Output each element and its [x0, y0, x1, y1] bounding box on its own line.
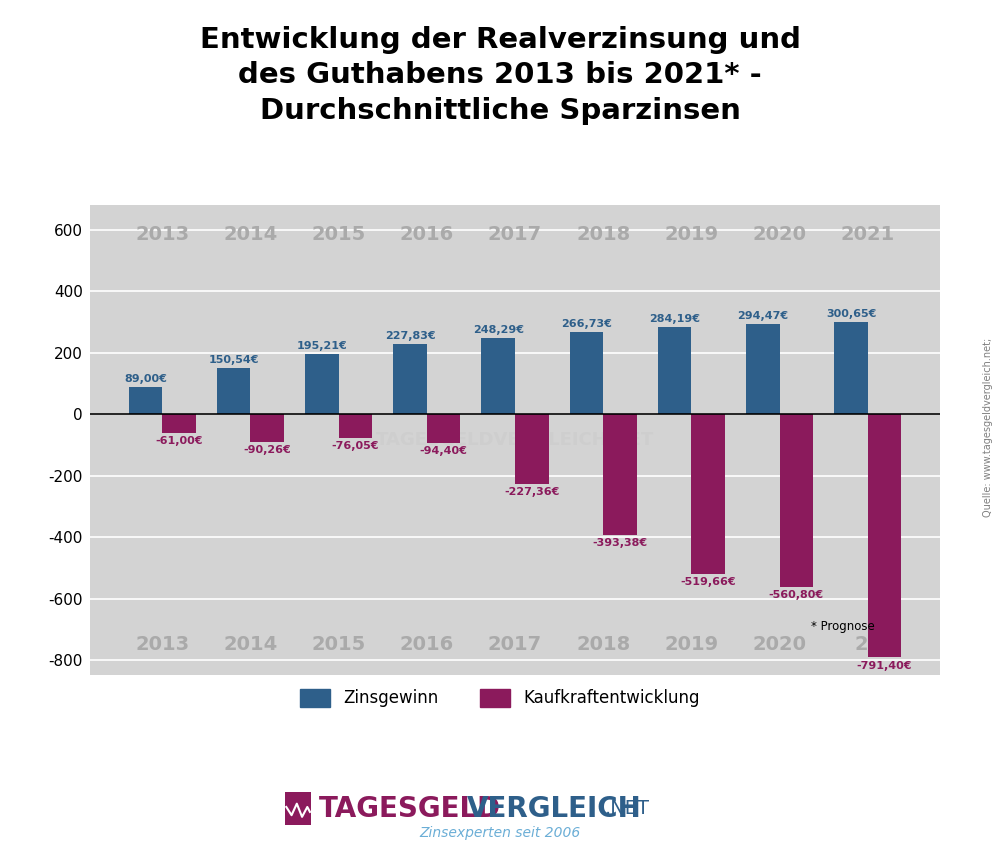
- Text: 2016: 2016: [400, 635, 454, 654]
- Text: .NET: .NET: [605, 799, 650, 818]
- Text: 2019: 2019: [664, 635, 718, 654]
- Text: -519,66€: -519,66€: [680, 577, 736, 587]
- Text: 2017: 2017: [488, 225, 542, 245]
- Bar: [427, 414, 460, 443]
- Text: VERGLEICH: VERGLEICH: [467, 794, 642, 823]
- Bar: [393, 345, 427, 414]
- Text: TAGESGELD: TAGESGELD: [319, 794, 501, 823]
- Text: 2020: 2020: [753, 635, 807, 654]
- Text: 2021: 2021: [841, 225, 895, 245]
- Text: 2013: 2013: [135, 225, 189, 245]
- Text: 266,73€: 266,73€: [561, 319, 612, 329]
- Text: 2014: 2014: [223, 635, 277, 654]
- Bar: [603, 414, 637, 535]
- Text: -90,26€: -90,26€: [243, 445, 291, 455]
- Text: Entwicklung der Realverzinsung und
des Guthabens 2013 bis 2021* -
Durchschnittli: Entwicklung der Realverzinsung und des G…: [200, 26, 800, 125]
- Bar: [129, 386, 162, 414]
- Text: 2016: 2016: [400, 225, 454, 245]
- Bar: [339, 414, 372, 438]
- Text: 2013: 2013: [135, 635, 189, 654]
- Text: 2018: 2018: [576, 225, 630, 245]
- Text: Quelle: www.tagesgeldvergleich.net;: Quelle: www.tagesgeldvergleich.net;: [983, 338, 993, 517]
- Text: -76,05€: -76,05€: [332, 440, 379, 451]
- Bar: [481, 338, 515, 414]
- Text: 294,47€: 294,47€: [737, 310, 788, 321]
- Text: 284,19€: 284,19€: [649, 314, 700, 324]
- Text: 195,21€: 195,21€: [296, 341, 347, 351]
- Text: 2018: 2018: [576, 635, 630, 654]
- Text: 2019: 2019: [664, 225, 718, 245]
- Text: 89,00€: 89,00€: [124, 374, 167, 384]
- Bar: [746, 324, 780, 414]
- Text: -393,38€: -393,38€: [592, 538, 648, 548]
- Bar: [658, 327, 691, 414]
- Text: 2020: 2020: [753, 225, 807, 245]
- Text: 2015: 2015: [311, 635, 366, 654]
- Bar: [305, 354, 339, 414]
- Bar: [868, 414, 901, 657]
- Text: TAGESGELDVERGLEICH.NET: TAGESGELDVERGLEICH.NET: [376, 431, 654, 450]
- Bar: [834, 321, 868, 414]
- Bar: [515, 414, 549, 484]
- Text: -94,40€: -94,40€: [420, 446, 467, 457]
- Text: -791,40€: -791,40€: [857, 661, 912, 670]
- Text: 300,65€: 300,65€: [826, 309, 876, 319]
- Text: -560,80€: -560,80€: [769, 590, 824, 599]
- Bar: [780, 414, 813, 587]
- Text: 227,83€: 227,83€: [385, 331, 435, 341]
- Bar: [250, 414, 284, 442]
- Text: * Prognose: * Prognose: [811, 620, 874, 633]
- Bar: [217, 368, 250, 414]
- Bar: [691, 414, 725, 574]
- Text: -227,36€: -227,36€: [504, 487, 559, 497]
- Bar: [162, 414, 196, 433]
- Bar: [570, 333, 603, 414]
- Text: 150,54€: 150,54€: [208, 355, 259, 365]
- Text: 2014: 2014: [223, 225, 277, 245]
- Text: 2017: 2017: [488, 635, 542, 654]
- Text: 20: 20: [854, 635, 881, 654]
- Legend: Zinsgewinn, Kaufkraftentwicklung: Zinsgewinn, Kaufkraftentwicklung: [293, 682, 707, 714]
- Text: 2015: 2015: [311, 225, 366, 245]
- Text: Zinsexperten seit 2006: Zinsexperten seit 2006: [419, 826, 581, 840]
- Text: 248,29€: 248,29€: [473, 325, 524, 335]
- Text: -61,00€: -61,00€: [155, 436, 203, 446]
